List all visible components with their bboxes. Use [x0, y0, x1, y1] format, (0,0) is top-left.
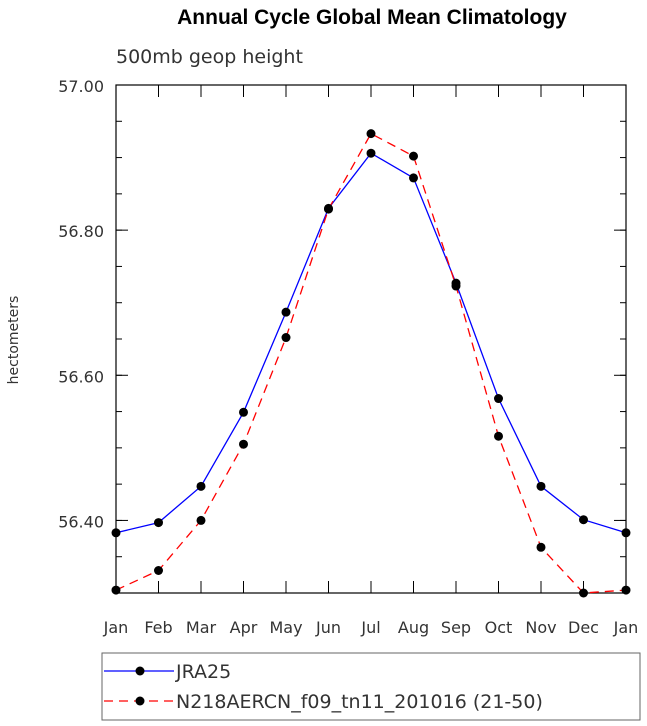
data-point-series-1 [579, 588, 588, 598]
data-point-series-1 [536, 542, 546, 552]
x-tick-label: Nov [525, 618, 556, 637]
data-point-series-1 [281, 333, 291, 343]
chart-title: Annual Cycle Global Mean Climatology [177, 6, 567, 29]
x-tick-label: Jun [315, 618, 341, 637]
x-tick-label: Feb [144, 618, 172, 637]
series-line-0 [115, 152, 627, 534]
data-point-series-1 [154, 566, 163, 576]
y-tick-label: 56.60 [58, 367, 104, 386]
data-point-series-1 [111, 585, 121, 595]
legend-box [101, 652, 641, 721]
x-tick-label: May [269, 618, 302, 637]
legend-marker-n218 [135, 696, 145, 706]
legend-label-jra25: JRA25 [175, 661, 231, 683]
data-point-series-0 [154, 518, 163, 528]
y-axis-label: hectometers [6, 296, 22, 385]
legend: JRA25 N218AERCN_f09_tn11_201016 (21-50) [101, 652, 641, 721]
x-tick-label: Jan [613, 618, 639, 637]
data-point-series-0 [579, 515, 588, 525]
x-tick-label: Jul [360, 618, 380, 637]
x-tick-label: Jan [103, 618, 129, 637]
data-point-series-0 [536, 481, 546, 491]
data-point-series-0 [239, 407, 248, 417]
data-point-series-1 [494, 431, 503, 441]
data-point-series-0 [111, 528, 121, 538]
data-point-series-1 [451, 281, 461, 291]
data-point-series-0 [281, 307, 291, 317]
x-tick-label: Aug [398, 618, 429, 637]
legend-marker-jra25 [135, 666, 145, 676]
data-point-series-1 [196, 515, 206, 525]
data-point-series-1 [409, 151, 418, 161]
x-tick-label: Dec [568, 618, 599, 637]
data-point-series-0 [366, 148, 376, 158]
x-tick-label: Apr [230, 618, 258, 637]
data-point-series-1 [239, 439, 248, 449]
chart-subtitle: 500mb geop height [116, 46, 303, 68]
data-point-series-1 [324, 204, 333, 214]
plot-frame [115, 84, 627, 594]
data-point-series-1 [621, 585, 631, 595]
y-tick-label: 56.40 [58, 512, 104, 531]
data-point-series-0 [196, 481, 206, 491]
x-tick-label: Oct [485, 618, 513, 637]
data-point-series-0 [621, 528, 631, 538]
legend-label-n218: N218AERCN_f09_tn11_201016 (21-50) [176, 691, 543, 713]
x-tick-label: Mar [186, 618, 217, 637]
series-line-1 [115, 132, 627, 594]
data-point-series-1 [366, 129, 376, 139]
data-point-series-0 [409, 173, 418, 183]
y-tick-label: 57.00 [58, 77, 104, 96]
y-tick-label: 56.80 [58, 222, 104, 241]
x-tick-label: Sep [441, 618, 471, 637]
data-point-series-0 [494, 394, 503, 404]
